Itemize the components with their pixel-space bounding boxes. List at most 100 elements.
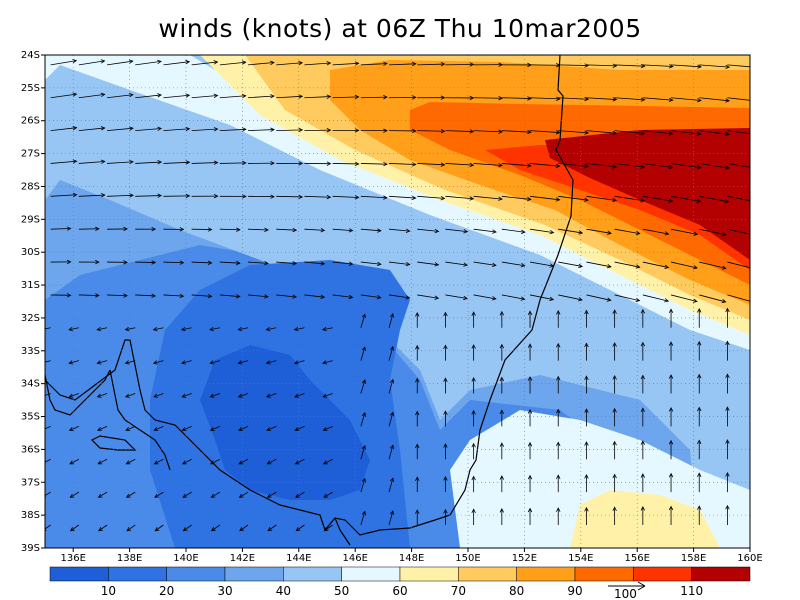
wind-vector-head (181, 360, 186, 365)
lon-tick-label: 160E (737, 553, 762, 564)
wind-vector (45, 491, 51, 497)
wind-vector-head (235, 294, 241, 299)
wind-vector (182, 393, 192, 398)
wind-vector (360, 163, 387, 165)
wind-vector (670, 261, 698, 269)
wind-vector (417, 294, 439, 299)
wind-vector (219, 95, 246, 99)
wind-vector (183, 524, 192, 532)
wind-vector-head (266, 460, 272, 465)
wind-vector (276, 195, 303, 198)
wind-vector (699, 163, 729, 169)
wind-vector (323, 393, 333, 398)
wind-vector-head (725, 439, 730, 444)
lon-tick-label: 138E (117, 553, 142, 564)
wind-vector (445, 63, 474, 66)
yorke-peninsula (45, 369, 111, 416)
wind-vector (154, 491, 164, 498)
wind-vector-head (635, 264, 641, 269)
wind-vector-head (293, 360, 299, 365)
wind-vector-head (181, 460, 187, 465)
wind-vector (163, 61, 190, 66)
wind-vector-head (606, 264, 612, 269)
wind-vector-head (415, 410, 420, 416)
wind-vector (417, 261, 439, 266)
wind-vector-head (96, 360, 102, 365)
wind-vector-head (725, 98, 730, 103)
wind-vector-head (361, 477, 366, 483)
wind-vector (586, 97, 617, 100)
wind-vector-head (612, 374, 617, 380)
wind-vector (266, 327, 277, 331)
wind-vector (699, 195, 729, 203)
wind-vector-head (322, 427, 328, 431)
wind-vector (68, 327, 79, 331)
wind-vector (586, 163, 617, 168)
wind-vector (670, 163, 701, 169)
wind-vector (45, 426, 51, 430)
wind-vector (501, 228, 525, 233)
colorbar-label: 30 (217, 584, 232, 598)
wind-vector-head (389, 477, 395, 483)
wind-vector-head (322, 393, 328, 398)
wind-vector-head (612, 342, 617, 347)
wind-vector-head (264, 294, 269, 299)
wind-vector-head (126, 527, 132, 532)
wind-vector (360, 379, 366, 394)
wind-vector (529, 228, 554, 234)
wind-vector-head (668, 198, 674, 203)
wind-vector-head (389, 411, 395, 417)
wind-vector-head (72, 92, 78, 97)
wind-vector-head (238, 493, 244, 498)
colorbar-label: 110 (680, 584, 703, 598)
wind-vector-head (326, 94, 332, 99)
wind-vector-head (68, 326, 73, 332)
wind-vector (50, 194, 77, 197)
wind-vector-head (238, 427, 243, 431)
wind-vector-head (383, 195, 388, 200)
wind-vector-head (383, 61, 388, 66)
wind-vector (126, 458, 136, 465)
wind-vector (332, 294, 353, 298)
wind-vector-head (96, 393, 102, 398)
wind-vector (332, 96, 359, 99)
wind-vector-head (612, 63, 618, 68)
wind-vector-head (376, 261, 382, 267)
wind-vector-head (213, 160, 219, 165)
wind-vector-head (471, 344, 476, 349)
wind-vector-head (294, 427, 300, 431)
wind-vector-head (323, 527, 329, 532)
colorbar-label: 40 (276, 584, 291, 598)
wind-vector-head (348, 261, 354, 266)
wind-vector (239, 491, 249, 498)
wind-vector-head (697, 340, 702, 346)
wind-vector-head (361, 412, 366, 417)
wind-vector-head (499, 343, 505, 349)
wind-vector (69, 393, 79, 398)
colorbar-label: 90 (567, 584, 582, 598)
colorbar-swatch (224, 566, 284, 582)
wind-vector-head (724, 165, 730, 170)
wind-vector-head (491, 262, 497, 268)
wind-vector (135, 195, 162, 197)
wind-vector-head (612, 309, 617, 314)
wind-vector-head (125, 427, 131, 431)
wind-vector-head (235, 260, 241, 266)
wind-vector-head (640, 341, 646, 347)
wind-vector (445, 163, 474, 166)
wind-vector-head (124, 393, 130, 398)
wind-vector-head (754, 65, 758, 69)
lat-tick-label: 25S (21, 83, 40, 94)
wind-vector (417, 228, 439, 232)
wind-vector-head (264, 227, 269, 233)
wind-vector (501, 294, 525, 300)
wind-vector-head (471, 311, 476, 316)
wind-vector-head (266, 427, 272, 431)
lat-tick-label: 27S (21, 149, 40, 160)
wind-vector-head (556, 310, 561, 315)
lon-tick-label: 156E (624, 553, 649, 564)
wind-vector-head (664, 298, 670, 303)
wind-vector (388, 313, 394, 328)
plot-frame (44, 54, 751, 549)
wind-vector (191, 261, 212, 264)
